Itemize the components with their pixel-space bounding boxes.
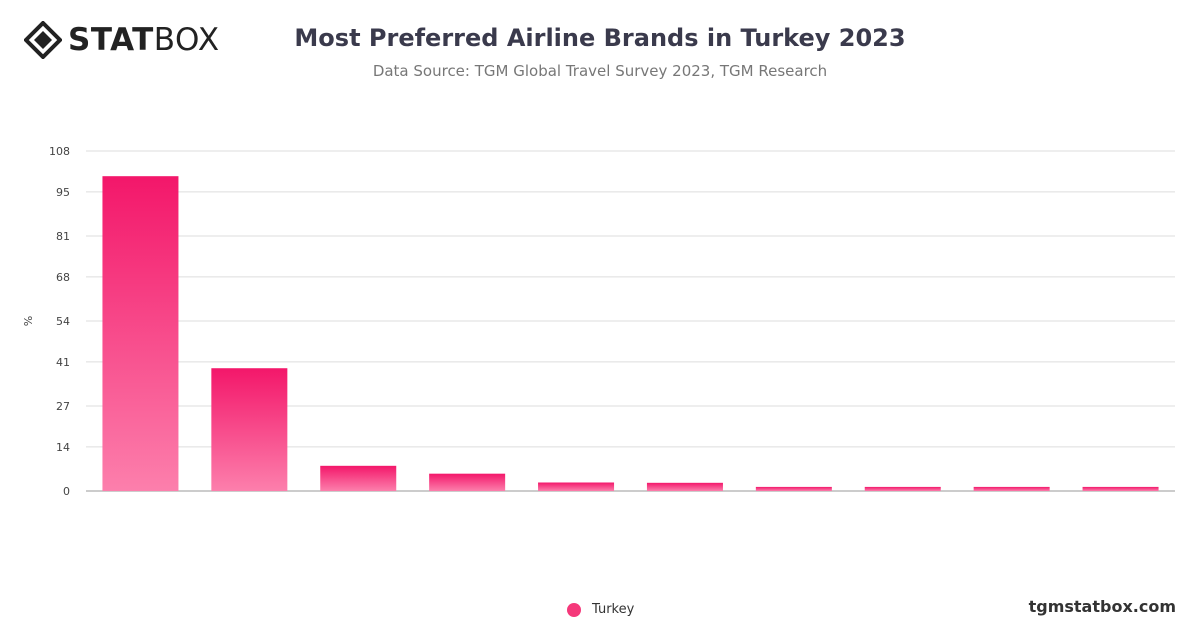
bar[interactable] <box>320 465 397 491</box>
y-axis-label: % <box>22 316 35 326</box>
bar[interactable] <box>646 482 723 491</box>
y-tick-label: 95 <box>56 186 70 199</box>
statbox-logo: STATBOX <box>24 20 220 60</box>
chart-subtitle: Data Source: TGM Global Travel Survey 20… <box>372 62 828 80</box>
y-tick-label: 27 <box>56 400 70 413</box>
bars <box>102 176 1159 492</box>
footer-site: tgmstatbox.com <box>1028 597 1176 616</box>
logo-text-light: BOX <box>153 22 220 58</box>
logo-text-bold: STAT <box>68 22 154 58</box>
bar[interactable] <box>538 482 615 492</box>
bar[interactable] <box>864 486 941 491</box>
legend-dot-icon <box>567 602 581 617</box>
y-tick-label: 68 <box>56 271 70 284</box>
bar[interactable] <box>973 486 1050 491</box>
y-tick-label: 0 <box>63 485 70 498</box>
y-tick-label: 108 <box>49 145 70 158</box>
y-tick-label: 54 <box>56 315 70 328</box>
bar[interactable] <box>429 473 506 491</box>
legend-label: Turkey <box>592 602 635 617</box>
bar[interactable] <box>211 368 288 491</box>
y-axis-ticks: 0 14 27 41 54 68 81 95 108 <box>49 145 70 498</box>
bar[interactable] <box>102 176 179 491</box>
logo-text: STATBOX <box>68 20 220 60</box>
bar[interactable] <box>1082 486 1159 491</box>
y-tick-label: 14 <box>56 441 70 454</box>
chart-title: Most Preferred Airline Brands in Turkey … <box>294 24 906 52</box>
diamond-logo-icon <box>24 21 62 59</box>
y-tick-label: 41 <box>56 356 70 369</box>
legend[interactable]: Turkey <box>567 602 634 617</box>
bar[interactable] <box>755 486 832 491</box>
y-tick-label: 81 <box>56 230 70 243</box>
